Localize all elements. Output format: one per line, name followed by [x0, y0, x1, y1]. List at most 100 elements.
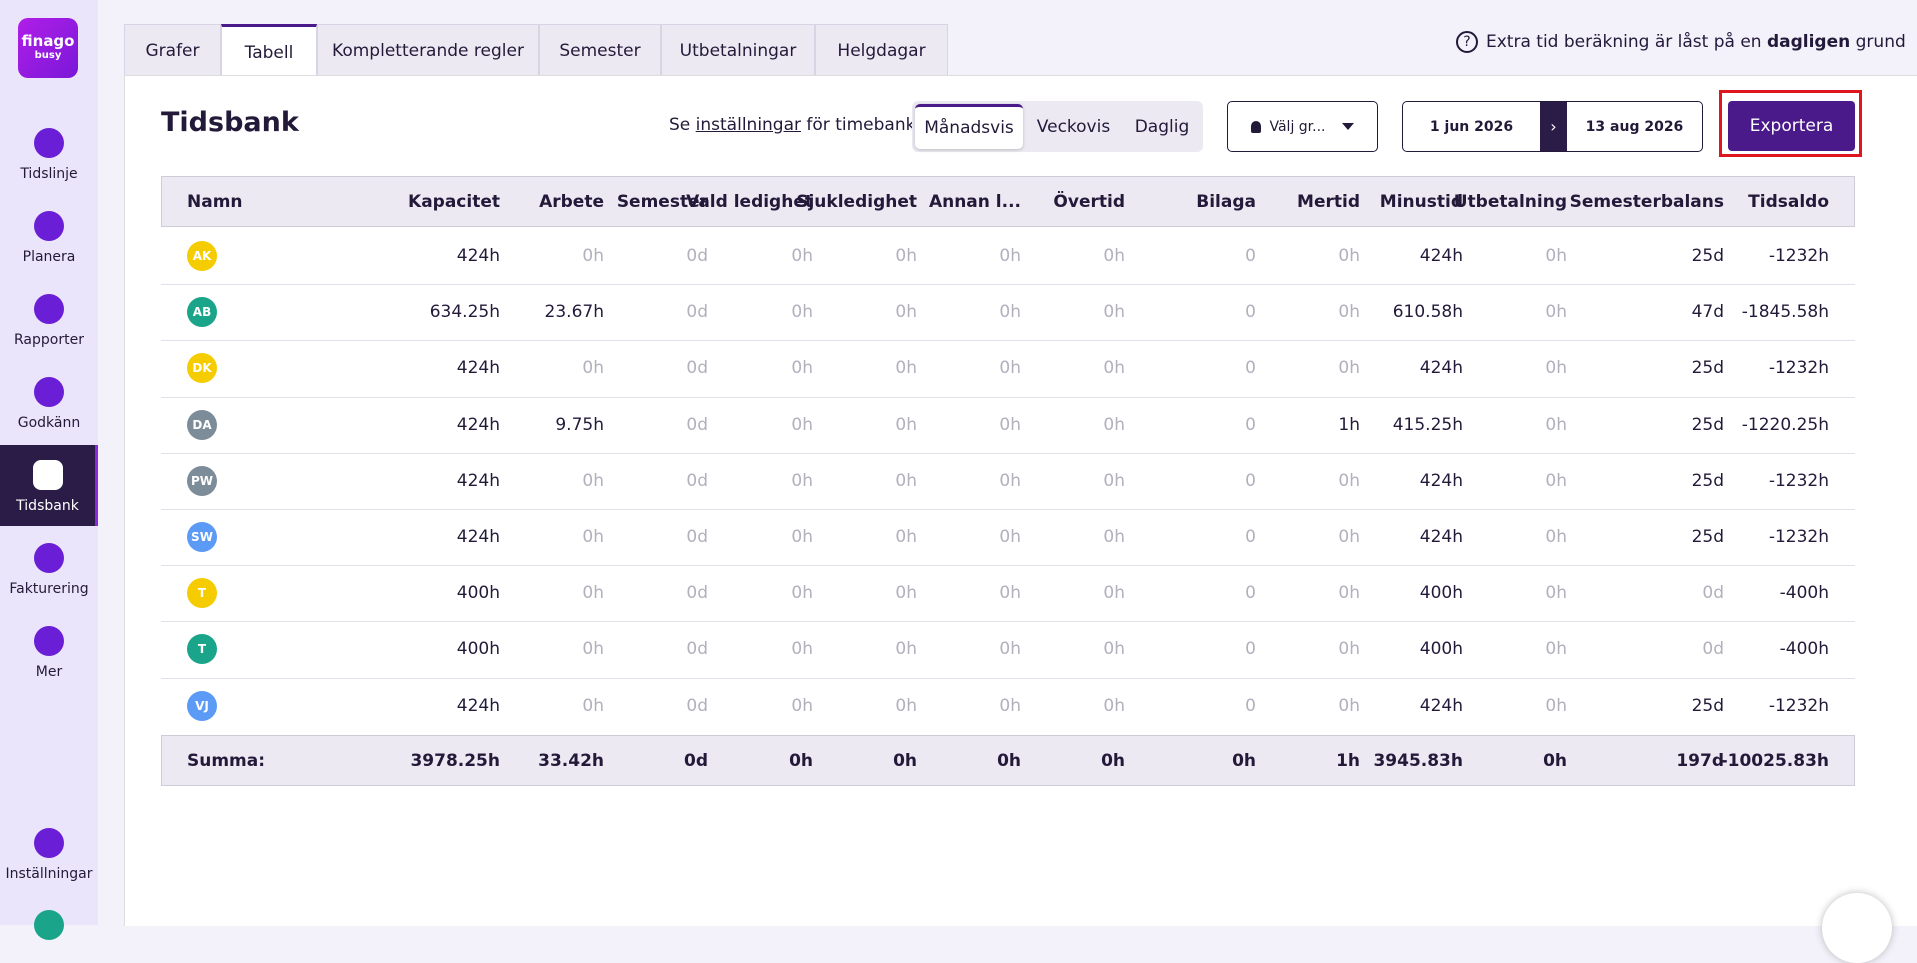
avatar[interactable]: AB: [187, 297, 217, 328]
cell: 0h: [791, 358, 813, 379]
column-header: Semesterbalans: [1569, 192, 1724, 212]
avatar[interactable]: PW: [187, 465, 217, 496]
avatar[interactable]: SW: [187, 522, 217, 552]
cell: 25d: [1691, 470, 1724, 491]
avatar[interactable]: DA: [187, 409, 217, 440]
view-option[interactable]: Månadsvis: [915, 104, 1023, 149]
cell: 0h: [1338, 358, 1360, 379]
cell: 0: [1245, 414, 1256, 435]
nav-item[interactable]: Fakturering: [0, 528, 98, 609]
column-header: Sjukledighet: [796, 192, 917, 212]
tab[interactable]: Grafer: [124, 24, 221, 75]
cell: 0h: [1103, 414, 1125, 435]
table-summary: [161, 735, 1855, 786]
cell: 0h: [999, 302, 1021, 323]
cell: -400h: [1779, 583, 1829, 604]
view-option[interactable]: Veckovis: [1036, 116, 1111, 137]
avatar[interactable]: DK: [187, 353, 217, 384]
nav-label: Fakturering: [9, 581, 89, 597]
cell: 0h: [999, 414, 1021, 435]
nav-item[interactable]: Planera: [0, 196, 98, 277]
cell: 0h: [1338, 302, 1360, 323]
user-icon: [1251, 120, 1262, 133]
cell: 0h: [893, 751, 917, 771]
cell: 424h: [1419, 470, 1463, 491]
cell: 3945.83h: [1373, 751, 1463, 771]
cell: 424h: [1419, 358, 1463, 379]
nav-label: Planera: [22, 249, 76, 265]
cell: 400h: [456, 583, 500, 604]
avatar[interactable]: T: [187, 578, 217, 609]
view-option[interactable]: Daglig: [1134, 116, 1190, 137]
cell: 424h: [456, 414, 500, 435]
column-header: Mertid: [1297, 192, 1360, 212]
cell: 0h: [1545, 639, 1567, 660]
cell: -1232h: [1768, 246, 1829, 266]
nav-label: Mer: [35, 664, 63, 680]
row-divider: [161, 621, 1855, 623]
tab[interactable]: Utbetalningar: [661, 24, 815, 75]
cell: 0h: [895, 639, 917, 660]
cell: 0d: [686, 470, 708, 491]
icon: [34, 128, 64, 158]
cell: 424h: [456, 695, 500, 716]
table-header: [161, 176, 1855, 227]
cell: 0h: [1103, 639, 1125, 660]
tab[interactable]: Semester: [539, 24, 661, 75]
link[interactable]: inställningar: [695, 115, 802, 135]
cell: 0d: [686, 358, 708, 379]
cell: 0h: [791, 639, 813, 660]
cell: 0h: [582, 470, 604, 491]
cell: 0h: [791, 302, 813, 323]
logo[interactable]: finago busy: [18, 18, 78, 78]
group-select[interactable]: Välj gr...: [1227, 101, 1378, 152]
cell: 0h: [999, 639, 1021, 660]
cell: 0h: [1545, 527, 1567, 547]
icon: [34, 294, 64, 324]
cell: 0h: [1545, 695, 1567, 716]
icon: [32, 460, 63, 490]
cell: 0h: [999, 583, 1021, 604]
cell: 0d: [686, 246, 708, 266]
cell: -1845.58h: [1741, 302, 1829, 323]
cell: 0d: [686, 414, 708, 435]
nav-label: Tidslinje: [20, 166, 78, 182]
cell: 0h: [895, 246, 917, 266]
cell: 0h: [997, 751, 1021, 771]
nav-item[interactable]: Tidslinje: [0, 113, 98, 194]
date-range[interactable]: 1 jun 2026 › 13 aug 2026: [1402, 101, 1703, 152]
nav-item[interactable]: Mer: [0, 611, 98, 692]
export-button[interactable]: Exportera: [1728, 101, 1855, 151]
nav-item[interactable]: Tidsbank: [0, 445, 98, 526]
help-icon[interactable]: ?: [1456, 31, 1478, 53]
user-avatar[interactable]: [34, 910, 64, 940]
caret: [1341, 123, 1354, 136]
avatar[interactable]: T: [187, 634, 217, 665]
logo-text: finago: [21, 32, 75, 50]
cell: 0: [1245, 583, 1256, 604]
cell: 0h: [791, 470, 813, 491]
tab[interactable]: Helgdagar: [815, 24, 948, 75]
tab[interactable]: Tabell: [221, 24, 317, 75]
cell: 9.75h: [555, 414, 604, 435]
cell: 0h: [1103, 246, 1125, 266]
column-header: Arbete: [539, 192, 604, 212]
avatar[interactable]: VJ: [187, 690, 217, 721]
tab[interactable]: Kompletterande regler: [317, 24, 539, 75]
column-header: Vald ledighet: [686, 192, 813, 212]
cell: 0h: [791, 414, 813, 435]
row-divider: [161, 340, 1855, 342]
cell: 0h: [1101, 751, 1125, 771]
nav-item[interactable]: Rapporter: [0, 279, 98, 360]
chat-button[interactable]: [1822, 893, 1892, 963]
nav-item[interactable]: Godkänn: [0, 362, 98, 443]
nav-settings[interactable]: Inställningar: [0, 828, 98, 882]
cell: 634.25h: [429, 302, 500, 323]
cell: 0d: [1702, 583, 1724, 604]
row-divider: [161, 565, 1855, 567]
cell: 197d: [1676, 751, 1724, 771]
settings-link-text: Se inställningar för timebank: [669, 115, 915, 135]
avatar[interactable]: AK: [187, 241, 217, 271]
cell: 610.58h: [1392, 302, 1463, 323]
highlight-box: [1719, 90, 1862, 157]
